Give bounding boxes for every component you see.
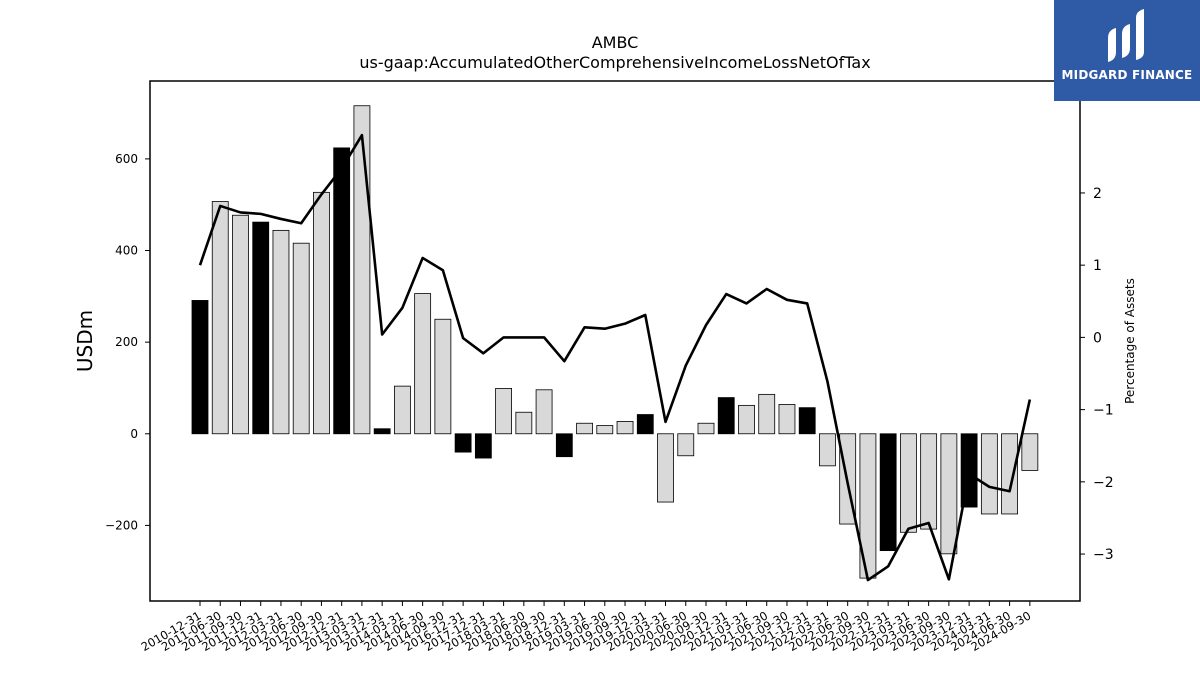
plot-frame	[149, 80, 1081, 602]
chart-subtitle: us-gaap:AccumulatedOtherComprehensiveInc…	[359, 53, 871, 72]
y2-tick-label: −2	[1093, 475, 1114, 491]
bar-2020-12-31	[717, 397, 735, 435]
bar-2019-06-30	[596, 425, 614, 435]
bar-2024-09-30	[1021, 433, 1039, 471]
bar-2021-12-31	[798, 407, 816, 435]
bar-2011-09-30	[232, 214, 249, 435]
y-axis-label: USDm	[73, 310, 97, 372]
bar-2019-12-31	[636, 414, 654, 435]
y2-tick-label: −3	[1093, 547, 1114, 563]
percentage-line	[198, 133, 1032, 582]
bar-2021-03-31	[738, 404, 755, 435]
bar-2018-06-30	[515, 411, 533, 435]
bar-2018-09-30	[535, 389, 553, 435]
y-tick-label: 400	[115, 244, 138, 258]
bar-2011-12-31	[252, 221, 270, 435]
logo-mark-icon	[1108, 9, 1144, 62]
y2-tick-label: 0	[1093, 330, 1102, 346]
bar-2012-12-31	[333, 147, 351, 435]
bar-2012-03-31	[272, 229, 290, 435]
y2-tick-label: 2	[1093, 186, 1102, 202]
bar-2018-03-31	[495, 388, 513, 435]
y2-tick-label: 1	[1093, 258, 1102, 274]
logo-text: MIDGARD FINANCE	[1061, 68, 1193, 82]
bar-2020-06-30	[677, 433, 695, 457]
bar-2024-03-31	[980, 433, 998, 515]
brand-logo: MIDGARD FINANCE	[1054, 0, 1200, 101]
chart-title: AMBC	[591, 33, 639, 52]
y-tick-label: 200	[115, 335, 138, 349]
bar-2023-12-31	[960, 433, 978, 508]
bar-2011-06-30	[211, 201, 229, 435]
y-tick-label: −200	[105, 518, 138, 532]
bar-2019-09-30	[616, 421, 634, 435]
bar-2021-06-30	[758, 393, 776, 435]
bar-2010-12-31	[191, 300, 209, 435]
bar-2023-06-30	[920, 433, 938, 530]
bar-2018-12-31	[555, 433, 573, 458]
bar-2017-12-31	[474, 433, 492, 459]
bar-2013-12-31	[373, 428, 391, 435]
y2-axis-label: Percentage of Assets	[1123, 278, 1137, 404]
bar-2020-09-30	[697, 422, 715, 435]
bar-2014-09-30	[434, 318, 452, 435]
bar-2021-09-30	[778, 404, 796, 435]
bar-2022-03-31	[819, 433, 836, 467]
bar-2023-03-31	[900, 433, 917, 533]
bar-2013-03-31	[353, 105, 371, 435]
bar-2014-06-30	[414, 293, 432, 435]
bar-2014-03-31	[393, 385, 411, 435]
bar-2012-09-30	[313, 191, 330, 435]
bar-2012-06-30	[292, 242, 310, 435]
bar-2019-03-31	[576, 422, 593, 435]
bar-2023-09-30	[940, 433, 958, 555]
y2-tick-label: −1	[1093, 403, 1114, 419]
bar-2024-06-30	[1001, 433, 1018, 515]
bar-2016-12-31	[454, 433, 472, 453]
bar-2020-03-31	[657, 433, 674, 503]
y-tick-label: 0	[130, 427, 138, 441]
y-tick-label: 600	[115, 152, 138, 166]
bar-2022-12-31	[879, 433, 897, 552]
